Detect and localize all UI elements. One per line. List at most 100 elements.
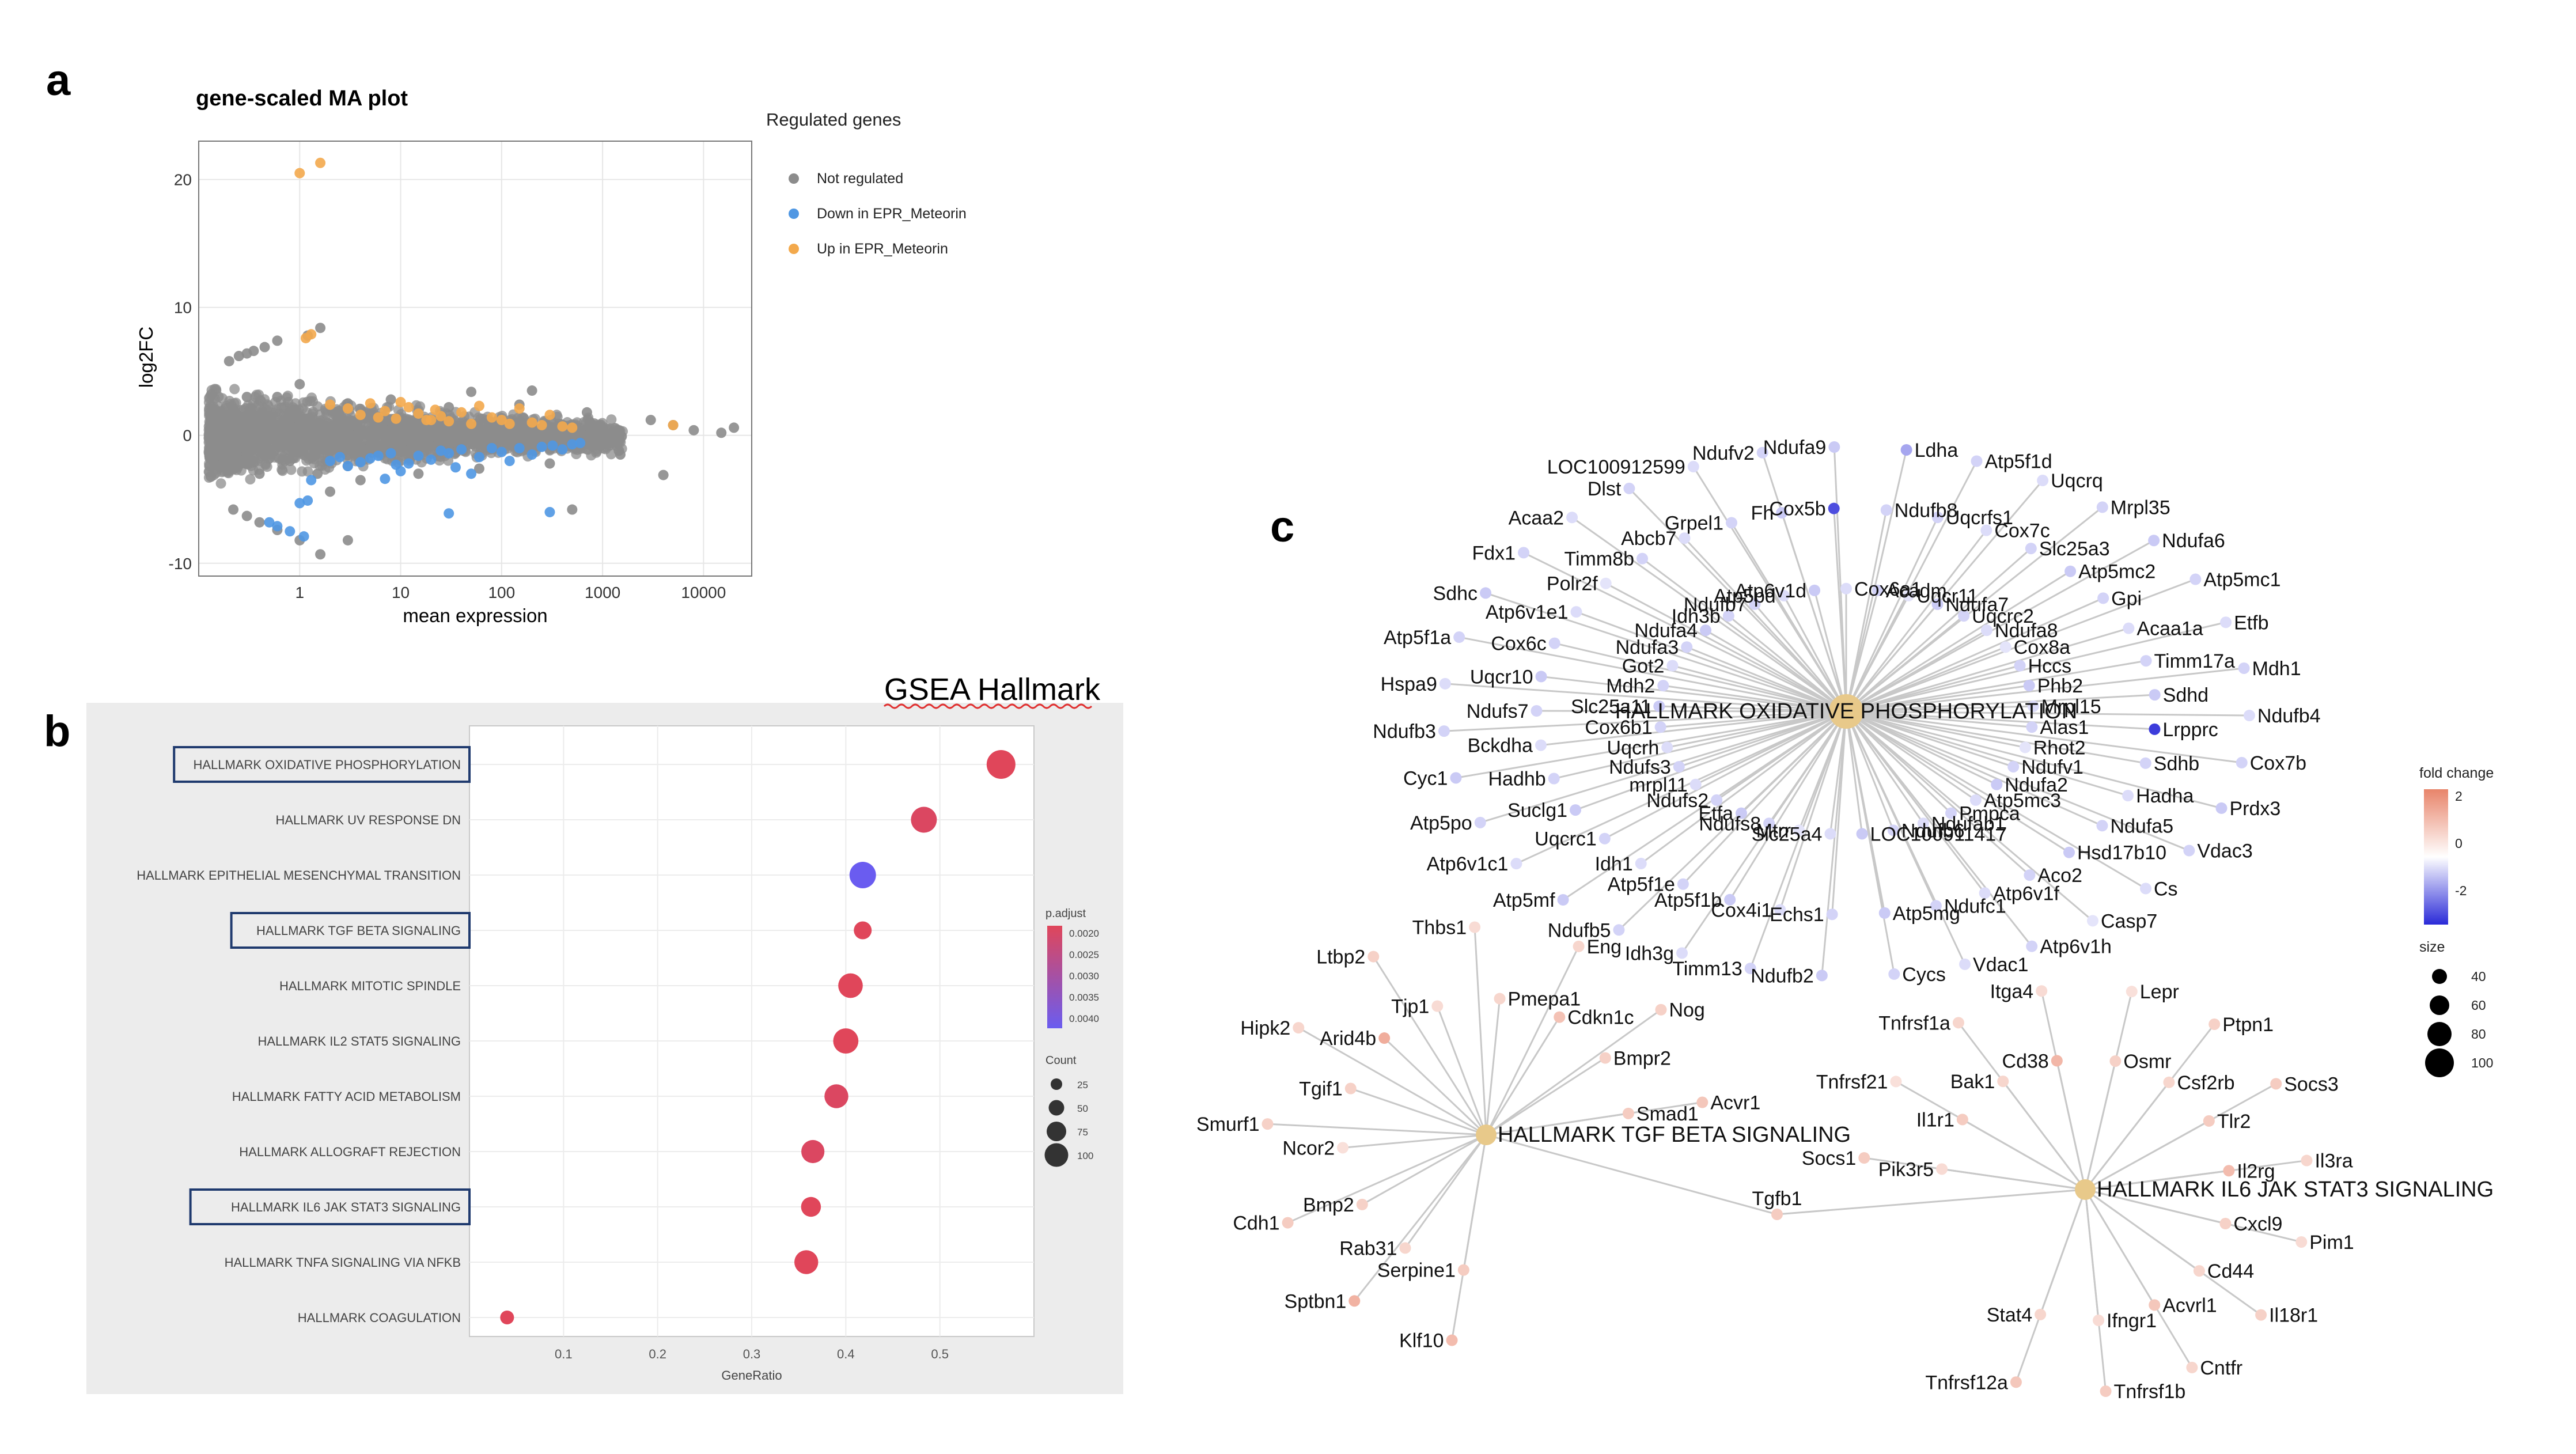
cnet-gene-node — [2140, 655, 2152, 667]
cnet-gene-label: Ndufs8 — [1699, 813, 1761, 835]
ma-xtick-label: 10 — [392, 584, 410, 601]
cnet-gene-node — [2100, 1385, 2112, 1398]
ma-legend-label: Not regulated — [817, 171, 903, 187]
cnet-gene-label: Idh3b — [1672, 605, 1721, 627]
cnet-edge — [2085, 1188, 2302, 1243]
cnet-gene-label: Ndufb6 — [1901, 820, 1965, 842]
cnet-gene-label: Uqcrq — [2051, 470, 2103, 492]
cnet-gene-node — [2122, 790, 2134, 802]
gsea-legend-size-key — [1047, 1122, 1066, 1141]
ma-point — [294, 378, 305, 389]
cnet-gene-label: Atp5mc1 — [2203, 569, 2280, 591]
cnet-edge — [1846, 710, 2070, 853]
ma-point-not-regulated — [218, 410, 229, 421]
ma-point-not-regulated — [598, 423, 609, 434]
cnet-gene-node — [1439, 677, 1451, 690]
cnet-gene-label: Suclg1 — [1507, 800, 1567, 821]
cnet-edge — [1846, 710, 2031, 876]
cnet-gene-node — [1736, 807, 1748, 819]
ma-point-not-regulated — [378, 425, 389, 436]
cnet-edge — [1846, 506, 2103, 713]
cnet-gene-node — [1600, 577, 1612, 589]
ma-point-not-regulated — [600, 434, 611, 445]
cnet-gene-label: Timm17a — [2154, 650, 2236, 672]
cnet-gene-node — [1356, 1198, 1368, 1210]
cnet-gene-node — [2036, 985, 2048, 997]
cnet-gene-node — [2023, 680, 2035, 692]
cnet-gene-node — [2109, 1055, 2122, 1067]
cnet-edge — [1845, 480, 2044, 712]
cnet-edge — [1362, 1134, 1487, 1206]
ma-point-not-regulated — [421, 438, 431, 449]
ma-point — [385, 394, 396, 405]
cnet-gene-label: Il18r1 — [2269, 1305, 2318, 1327]
ma-point — [355, 410, 366, 421]
cnet-gene-node — [1872, 584, 1884, 596]
gsea-gridlines — [469, 726, 1034, 1336]
cnet-gene-label: Etfa — [1699, 803, 1734, 825]
cnet-gene-node — [2149, 1299, 2161, 1311]
ma-point-not-regulated — [223, 449, 234, 460]
ma-point — [325, 399, 336, 410]
gsea-dotplot: GSEA Hallmark HALLMARK OXIDATIVE PHOSPHO… — [86, 672, 1123, 1394]
ma-point — [547, 440, 558, 451]
cnet-gene-label: Alas1 — [2040, 717, 2089, 739]
cnet-gene-node — [2186, 1361, 2198, 1373]
cnet-gene-node — [1348, 1295, 1361, 1307]
cnet-gene-node — [1469, 921, 1481, 933]
cnet-gene-label: Klf10 — [1399, 1330, 1444, 1352]
cnet-gene-label: Hspa9 — [1381, 673, 1437, 695]
cnet-gene-node — [1378, 1032, 1391, 1044]
ma-point — [365, 398, 376, 409]
cnet-gene-label: Il1r1 — [1916, 1109, 1954, 1131]
cnet-gene-label: Ndufv1 — [2021, 756, 2083, 778]
ma-point-not-regulated — [286, 464, 297, 475]
cnet-gene-node — [1623, 482, 1635, 494]
ma-point — [544, 506, 555, 517]
cnet-edge — [1846, 710, 2222, 809]
cnet-edge — [1846, 539, 2154, 713]
gsea-category-label: HALLMARK OXIDATIVE PHOSPHORYLATION — [193, 758, 461, 772]
ma-point-not-regulated — [434, 421, 445, 432]
cnet-hub-label: HALLMARK OXIDATIVE PHOSPHORYLATION — [1615, 699, 2077, 724]
ma-point-not-regulated — [237, 423, 248, 434]
cnet-gene-node — [1856, 828, 1868, 840]
ma-point — [391, 459, 401, 470]
ma-panel-border — [198, 141, 752, 577]
cnet-edge — [1845, 460, 1978, 712]
ma-xtick-label: 10000 — [681, 584, 726, 601]
ma-point — [403, 402, 414, 412]
cnet-gene-node — [1480, 587, 1492, 599]
ma-point — [456, 444, 467, 455]
cnet-edge — [1846, 627, 2129, 713]
cnet-gene-label: Cdkn1c — [1567, 1007, 1634, 1029]
ma-point-not-regulated — [335, 427, 346, 438]
cnet-gene-label: Fdx1 — [1472, 542, 1516, 564]
cnet-gene-node — [2236, 756, 2248, 768]
ma-xtick-label: 100 — [488, 584, 515, 601]
ma-point-not-regulated — [228, 423, 238, 434]
cnet-gene-label: Uqcrc2 — [1972, 605, 2034, 627]
panel-label-a: a — [46, 56, 71, 105]
gsea-highlight-box — [189, 1188, 471, 1225]
ma-point — [567, 439, 578, 450]
cnet-gene-node — [1613, 924, 1625, 936]
cnet-gene-label: Cox7b — [2250, 752, 2306, 774]
gsea-category-labels: HALLMARK OXIDATIVE PHOSPHORYLATION HALLMA… — [137, 746, 471, 1325]
cnet-labels: Cox6a1AcadmUqcr11Ndufa7Uqcrc2Ndufa8Cox8a… — [1196, 437, 2494, 1403]
ma-point — [658, 469, 669, 480]
ma-point — [444, 508, 454, 519]
gsea-legend-color-label: 0.0030 — [1069, 971, 1099, 982]
ma-point — [325, 456, 336, 467]
cnet-gene-label: Sdhc — [1433, 582, 1478, 604]
cnet-edge — [1783, 595, 1847, 712]
cnet-gene-label: Hadhb — [1488, 768, 1545, 790]
gsea-legend: p.adjust 0.0020 0.0025 0.0030 0.0035 0.0040 Co… — [1044, 907, 1099, 1167]
cnet-gene-node — [1681, 641, 1693, 653]
cnet-edge — [1845, 711, 1895, 831]
cnet-gene-node — [1535, 671, 1547, 683]
cnet-edge — [1618, 710, 1847, 931]
cnet-gene-node — [2183, 845, 2195, 857]
ma-ylabel: log2FC — [135, 327, 157, 388]
cnet-gene-label: Gpi — [2111, 588, 2142, 609]
